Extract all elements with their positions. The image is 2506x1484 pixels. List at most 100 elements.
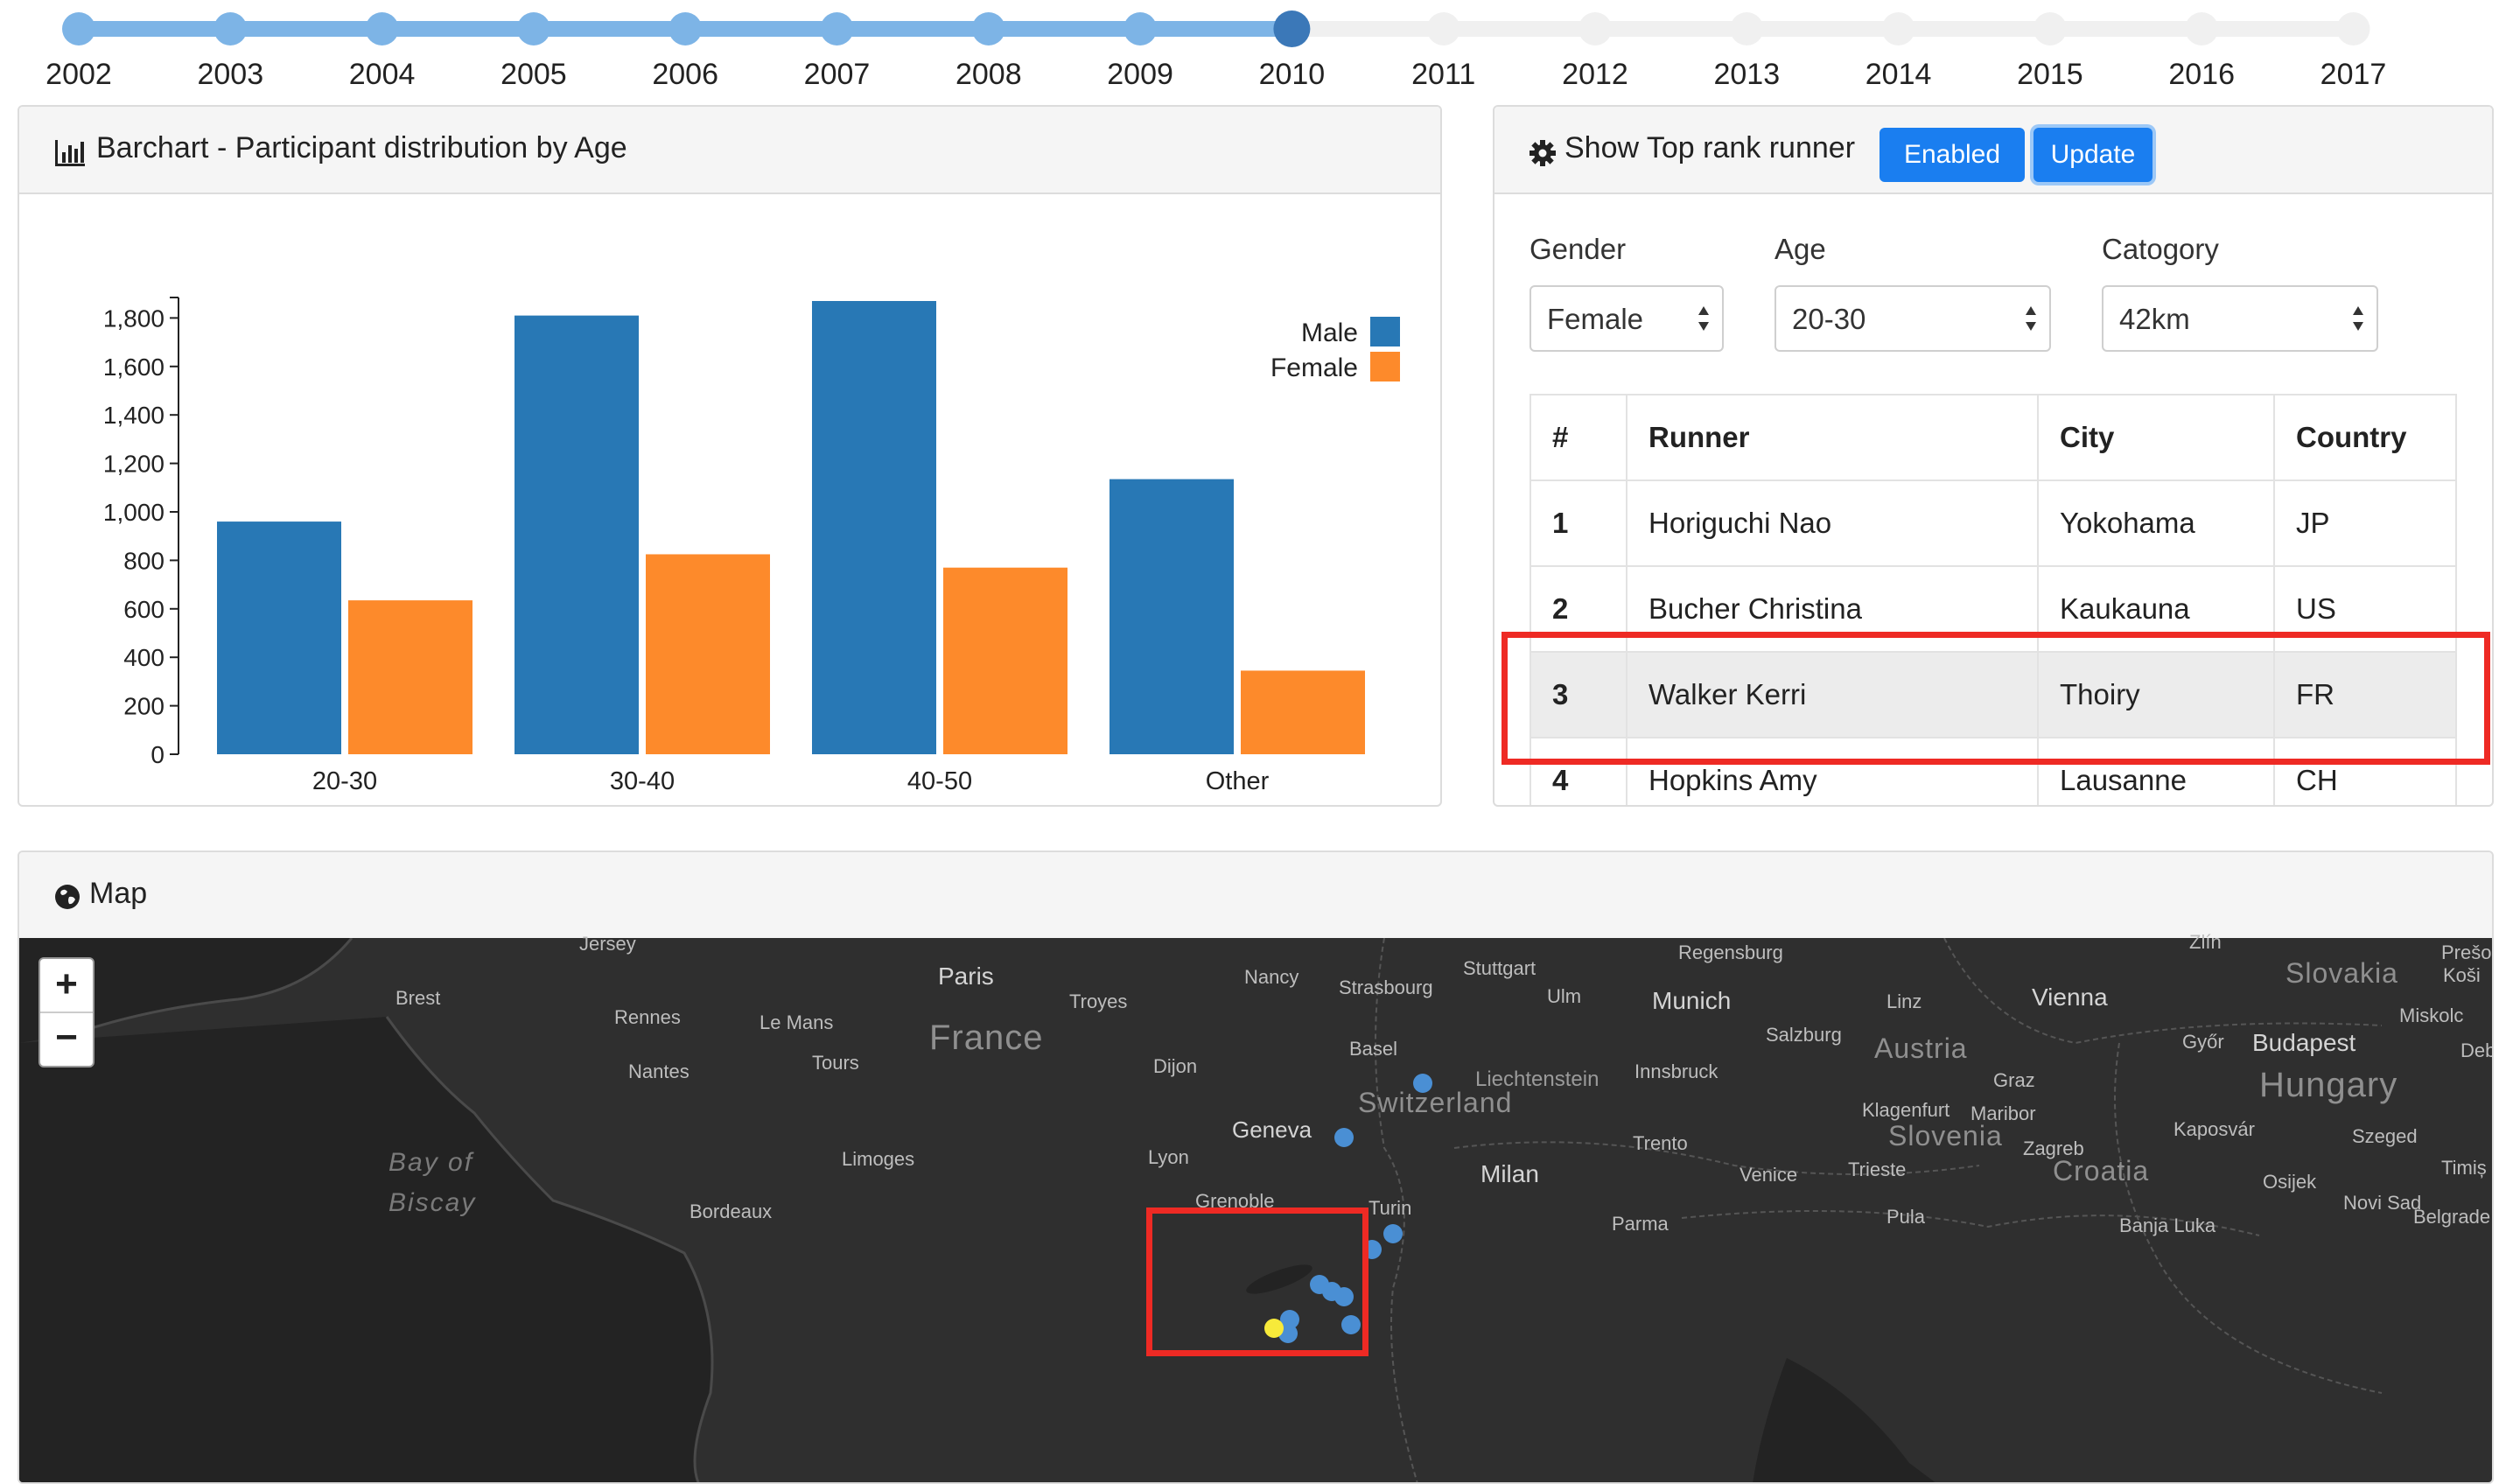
map-panel-header: Map xyxy=(19,852,2492,940)
timeline-year-label[interactable]: 2017 xyxy=(2320,58,2387,91)
runner-marker[interactable] xyxy=(1280,1310,1299,1329)
bar-male-Other[interactable] xyxy=(1110,479,1234,754)
timeline-track[interactable] xyxy=(0,0,2506,61)
runner-marker[interactable] xyxy=(1362,1240,1382,1259)
bar-female-40-50[interactable] xyxy=(943,567,1068,754)
timeline-node-2012[interactable] xyxy=(1578,12,1612,46)
timeline-node-2010[interactable] xyxy=(1273,10,1311,47)
gender-label: Gender xyxy=(1530,233,1627,265)
table-row[interactable]: 2 Bucher Christina Kaukauna US xyxy=(1530,565,2457,653)
y-tick-label: 800 xyxy=(123,547,164,574)
timeline-node-2013[interactable] xyxy=(1730,12,1764,46)
zoom-in-button[interactable]: + xyxy=(40,959,93,1013)
map-label-timis: Timiș xyxy=(2441,1157,2487,1179)
map-canvas[interactable]: Jersey Brest Rennes Le Mans Paris Nancy … xyxy=(19,931,2494,1482)
zoom-out-button[interactable]: − xyxy=(55,1016,78,1059)
map-label-vienna: Vienna xyxy=(2032,984,2108,1011)
legend-swatch-female xyxy=(1370,352,1400,382)
timeline-year-label[interactable]: 2002 xyxy=(46,58,112,91)
bar-female-Other[interactable] xyxy=(1241,670,1365,754)
timeline-node-2017[interactable] xyxy=(2336,12,2370,46)
timeline-year-label[interactable]: 2012 xyxy=(1562,58,1628,91)
map-label-deb: Deb xyxy=(2460,1040,2494,1061)
map-label-milan: Milan xyxy=(1480,1160,1539,1187)
bar-female-20-30[interactable] xyxy=(348,600,472,754)
update-button[interactable]: Update xyxy=(2034,128,2152,182)
timeline-node-2002[interactable] xyxy=(62,12,95,46)
y-tick-label: 1,800 xyxy=(103,304,164,332)
x-tick-label: 20-30 xyxy=(312,767,377,795)
barchart-panel-header: Barchart - Participant distribution by A… xyxy=(19,107,1440,194)
bar-female-30-40[interactable] xyxy=(646,554,770,754)
map-label-brest: Brest xyxy=(396,987,441,1009)
top-rank-panel-header: Show Top rank runner Enabled Update xyxy=(1494,107,2492,194)
map-label-belgrade: Belgrade xyxy=(2413,1206,2491,1228)
timeline-year-label[interactable]: 2004 xyxy=(348,58,416,91)
table-row[interactable]: 1 Horiguchi Nao Yokohama JP xyxy=(1530,480,2457,567)
runner-marker[interactable] xyxy=(1334,1128,1354,1147)
bar-male-20-30[interactable] xyxy=(217,522,341,754)
runner-marker[interactable] xyxy=(1334,1287,1354,1306)
legend-label-male: Male xyxy=(1301,318,1358,347)
timeline-year-label[interactable]: 2003 xyxy=(197,58,264,91)
map-label-klagenfurt: Klagenfurt xyxy=(1862,1099,1950,1121)
category-select[interactable]: 42km xyxy=(2102,285,2378,352)
timeline-node-2016[interactable] xyxy=(2185,12,2219,46)
timeline-year-label[interactable]: 2014 xyxy=(1865,58,1932,91)
map-label-regensburg: Regensburg xyxy=(1678,942,1783,963)
map-label-troyes: Troyes xyxy=(1069,990,1128,1012)
timeline-node-2015[interactable] xyxy=(2033,12,2067,46)
timeline-node-2007[interactable] xyxy=(820,12,854,46)
year-timeline-slider[interactable]: 2002 2003 2004 2005 2006 2007 2008 2009 2010 2011… xyxy=(0,0,2506,96)
age-select[interactable]: 20-30 xyxy=(1774,285,2051,352)
country-cell: FR xyxy=(2273,651,2457,738)
runner-marker[interactable] xyxy=(1413,1074,1432,1093)
timeline-node-2005[interactable] xyxy=(516,12,550,46)
map-label-presov: Prešo xyxy=(2441,942,2492,963)
timeline-year-label[interactable]: 2006 xyxy=(652,58,719,91)
col-header-city: City xyxy=(2037,394,2275,481)
bar-male-40-50[interactable] xyxy=(812,301,936,754)
timeline-year-label[interactable]: 2009 xyxy=(1107,58,1173,91)
runner-cell: Walker Kerri xyxy=(1626,651,2039,738)
timeline-year-label[interactable]: 2013 xyxy=(1713,58,1781,91)
map-label-croatia: Croatia xyxy=(2053,1155,2150,1186)
timeline-year-label[interactable]: 2005 xyxy=(500,58,567,91)
timeline-node-2008[interactable] xyxy=(971,12,1005,46)
gender-select[interactable]: Female xyxy=(1530,285,1724,352)
timeline-node-2011[interactable] xyxy=(1426,12,1460,46)
timeline-year-label[interactable]: 2011 xyxy=(1411,58,1476,91)
x-tick-label: 30-40 xyxy=(610,767,675,795)
map-label-venice: Venice xyxy=(1740,1164,1798,1186)
timeline-year-label[interactable]: 2007 xyxy=(803,58,871,91)
runner-marker[interactable] xyxy=(1383,1224,1403,1243)
runner-cell: Horiguchi Nao xyxy=(1626,480,2039,567)
timeline-year-label[interactable]: 2008 xyxy=(955,58,1022,91)
country-cell: US xyxy=(2273,565,2457,653)
timeline-node-2009[interactable] xyxy=(1124,12,1158,46)
runner-cell: Hopkins Amy xyxy=(1626,737,2039,805)
rank-table-header-row: # Runner City Country xyxy=(1530,394,2457,481)
enabled-toggle-button[interactable]: Enabled xyxy=(1880,128,2025,182)
timeline-year-label[interactable]: 2016 xyxy=(2168,58,2236,91)
map-label-strasbourg: Strasbourg xyxy=(1339,976,1433,998)
table-row-highlighted[interactable]: 3 Walker Kerri Thoiry FR xyxy=(1530,651,2457,738)
map-panel: Map Jersey Brest Rennes Le Mans Paris Na… xyxy=(18,850,2494,1484)
map-label-zagreb: Zagreb xyxy=(2023,1138,2084,1159)
legend-label-female: Female xyxy=(1270,354,1358,382)
timeline-year-label[interactable]: 2015 xyxy=(2017,58,2083,91)
table-row[interactable]: 4 Hopkins Amy Lausanne CH xyxy=(1530,737,2457,805)
bar-male-30-40[interactable] xyxy=(514,315,639,754)
timeline-year-label[interactable]: 2010 xyxy=(1258,58,1326,91)
timeline-node-2003[interactable] xyxy=(214,12,248,46)
timeline-node-2006[interactable] xyxy=(668,12,703,46)
map-label-stuttgart: Stuttgart xyxy=(1463,957,1536,979)
barchart-title: Barchart - Participant distribution by A… xyxy=(96,131,627,164)
timeline-node-2014[interactable] xyxy=(1881,12,1915,46)
runner-marker[interactable] xyxy=(1341,1315,1361,1334)
timeline-node-2004[interactable] xyxy=(365,12,399,46)
country-cell: CH xyxy=(2273,737,2457,805)
runner-marker-selected[interactable] xyxy=(1264,1319,1284,1338)
rank-cell: 4 xyxy=(1530,737,1628,805)
map-label-kosice: Koši xyxy=(2443,964,2481,986)
